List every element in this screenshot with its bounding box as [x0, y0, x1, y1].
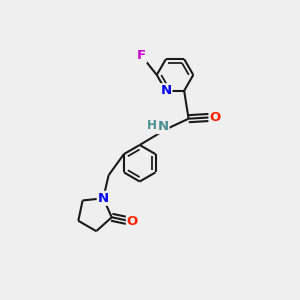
Text: F: F	[137, 49, 146, 62]
Text: O: O	[127, 215, 138, 228]
Text: H: H	[147, 119, 157, 132]
Text: N: N	[158, 120, 169, 133]
Text: N: N	[160, 84, 172, 97]
Text: N: N	[98, 192, 109, 205]
Text: O: O	[209, 111, 221, 124]
